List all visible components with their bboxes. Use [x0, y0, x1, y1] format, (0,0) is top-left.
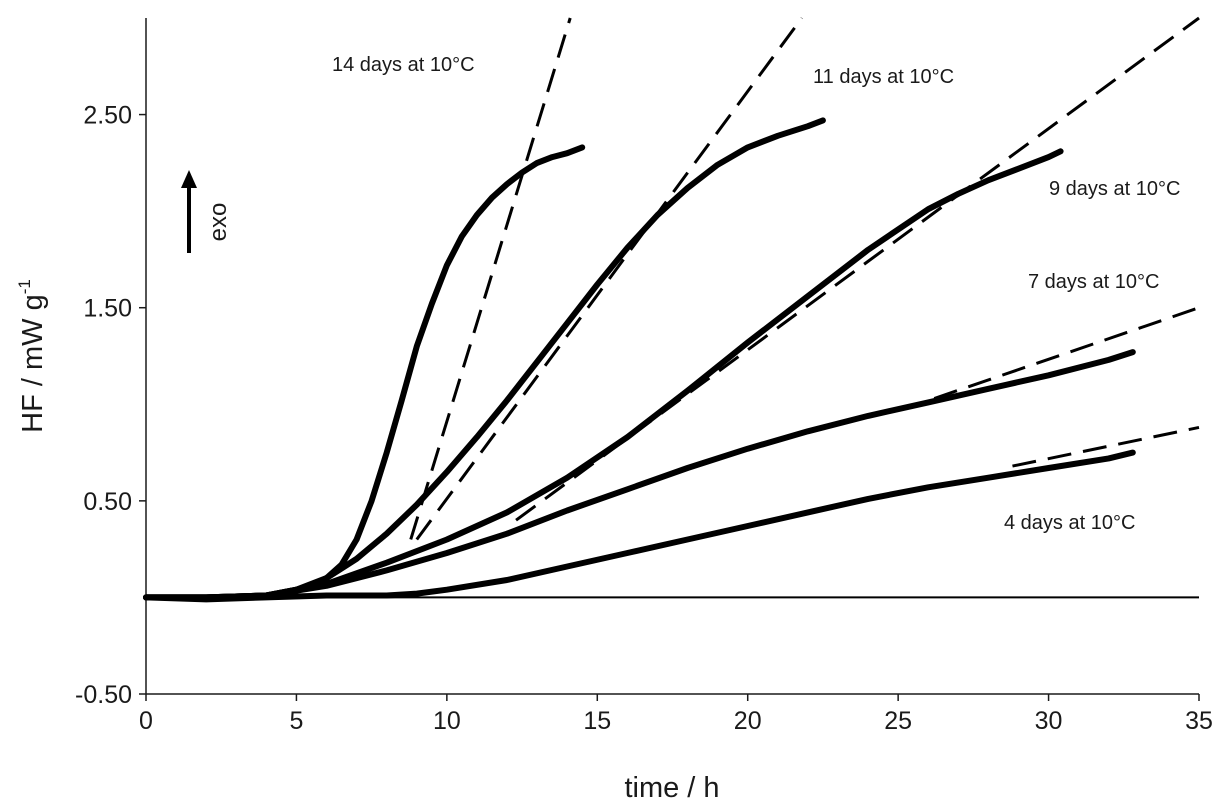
- x-tick-label: 0: [139, 707, 153, 735]
- series-curve: [143, 449, 1136, 603]
- y-tick-label: 2.50: [83, 102, 132, 130]
- series-label: 4 days at 10°C: [1004, 512, 1135, 534]
- data-curves: [143, 117, 1136, 603]
- x-tick-label: 35: [1185, 707, 1213, 735]
- exo-indicator: exo: [181, 170, 232, 253]
- tangent-line: [933, 306, 1200, 400]
- tangent-line: [415, 17, 804, 541]
- series-label: 14 days at 10°C: [332, 54, 475, 76]
- series-labels: 14 days at 10°C 11 days at 10°C 9 days at …: [332, 54, 1180, 534]
- y-tick-label: 1.50: [83, 295, 132, 323]
- y-axis-title: HF / mW g-1: [15, 279, 49, 433]
- tick-labels: 0 5 10 15 20 25 30 35 -0.50 0.50 1.50 2.50: [75, 102, 1213, 735]
- tangent-line: [515, 16, 1200, 522]
- series-label: 7 days at 10°C: [1028, 271, 1159, 293]
- y-axis-title-superscript: -1: [15, 279, 34, 294]
- series-curve: [143, 349, 1136, 601]
- x-axis-title: time / h: [624, 772, 719, 804]
- y-tick-label: 0.50: [83, 488, 132, 516]
- x-tick-label: 25: [884, 707, 912, 735]
- axes: [145, 18, 1199, 695]
- series-label: 9 days at 10°C: [1049, 178, 1180, 200]
- series-curve: [143, 148, 1064, 601]
- y-axis-title-main: HF / mW g: [17, 294, 49, 433]
- series-label: 11 days at 10°C: [813, 66, 954, 88]
- tangent-line: [409, 17, 572, 540]
- x-tick-label: 15: [583, 707, 611, 735]
- x-tick-label: 30: [1035, 707, 1063, 735]
- x-tick-label: 20: [734, 707, 762, 735]
- exo-label: exo: [205, 203, 232, 242]
- ticks: [139, 113, 1200, 701]
- exo-arrow-head-icon: [181, 170, 197, 188]
- x-tick-label: 10: [433, 707, 461, 735]
- y-tick-label: -0.50: [75, 681, 132, 709]
- x-tick-label: 5: [289, 707, 303, 735]
- tangent-line: [1012, 425, 1200, 468]
- tangent-lines: [409, 16, 1200, 541]
